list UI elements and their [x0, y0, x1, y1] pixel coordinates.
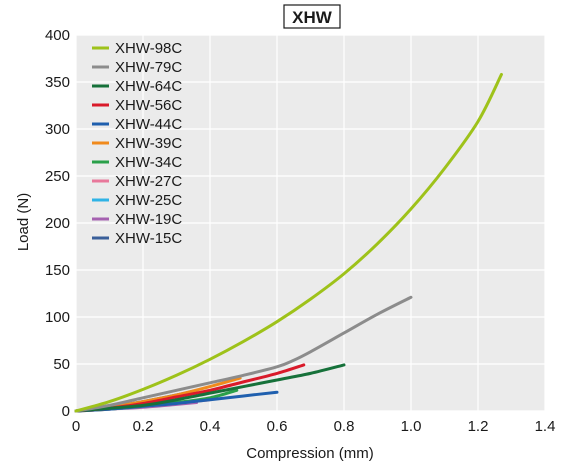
x-tick-label: 1.0 — [401, 418, 422, 435]
y-tick-label: 50 — [53, 356, 70, 373]
y-tick-label: 400 — [45, 27, 70, 44]
y-tick-label: 250 — [45, 168, 70, 185]
series-line-xhw-79c — [74, 295, 413, 413]
y-tick-label: 100 — [45, 309, 70, 326]
x-tick-label: 0.6 — [267, 418, 288, 435]
y-tick-label: 350 — [45, 74, 70, 91]
legend-label: XHW-79C — [115, 59, 182, 76]
x-tick-label: 1.2 — [468, 418, 489, 435]
series-line-xhw-98c — [74, 72, 503, 413]
x-tick-label: 0 — [72, 418, 80, 435]
chart-title-box — [283, 4, 341, 29]
y-axis-label: Load (N) — [15, 193, 32, 251]
chart-title-group: XHW — [283, 4, 341, 29]
legend-label: XHW-64C — [115, 78, 182, 95]
y-tick-label: 0 — [62, 403, 70, 420]
legend-label: XHW-25C — [115, 192, 182, 209]
y-axis-ticks: 0 50 100 150 200 250 300 350 400 — [45, 27, 70, 420]
grid-lines — [75, 34, 546, 412]
series-lines — [74, 72, 503, 413]
legend-label: XHW-98C — [115, 40, 182, 57]
x-axis-ticks: 0 0.2 0.4 0.6 0.8 1.0 1.2 1.4 — [72, 418, 556, 435]
y-tick-label: 200 — [45, 215, 70, 232]
x-tick-label: 0.2 — [133, 418, 154, 435]
y-tick-label: 150 — [45, 262, 70, 279]
chart-title: XHW — [292, 8, 333, 27]
series-line-xhw-64c — [74, 363, 346, 413]
x-tick-label: 1.4 — [535, 418, 556, 435]
y-tick-label: 300 — [45, 121, 70, 138]
x-tick-label: 0.8 — [334, 418, 355, 435]
x-axis-label: Compression (mm) — [246, 445, 374, 462]
legend: XHW-98C XHW-79C XHW-64C XHW-56C XHW-44C XHW-3… — [92, 40, 182, 247]
legend-label: XHW-34C — [115, 154, 182, 171]
legend-label: XHW-19C — [115, 211, 182, 228]
legend-label: XHW-27C — [115, 173, 182, 190]
legend-label: XHW-39C — [115, 135, 182, 152]
legend-label: XHW-56C — [115, 97, 182, 114]
legend-label: XHW-15C — [115, 230, 182, 247]
x-tick-label: 0.4 — [200, 418, 221, 435]
legend-label: XHW-44C — [115, 116, 182, 133]
